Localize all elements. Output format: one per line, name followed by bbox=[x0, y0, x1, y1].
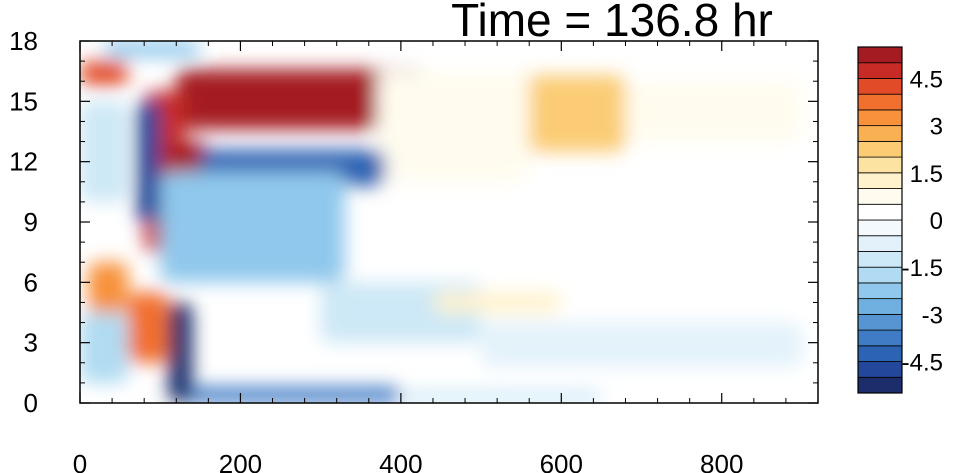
colorbar-swatch bbox=[857, 62, 903, 79]
contour-region-16 bbox=[128, 292, 169, 363]
contour-region-4 bbox=[625, 81, 802, 142]
colorbar-swatch bbox=[857, 361, 903, 378]
colorbar-label: 0 bbox=[930, 208, 943, 235]
colorbar-swatch bbox=[857, 266, 903, 284]
colorbar-swatch bbox=[857, 172, 903, 189]
x-axis: 0 200 400 600 800 bbox=[73, 41, 787, 473]
colorbar-label: -1.5 bbox=[902, 255, 943, 282]
colorbar-border bbox=[857, 46, 903, 394]
contour-region-10 bbox=[481, 322, 802, 367]
colorbar-label: -3 bbox=[922, 302, 943, 329]
colorbar-swatch bbox=[857, 125, 903, 142]
contour-region-0 bbox=[176, 69, 425, 130]
y-tick-label: 3 bbox=[24, 328, 38, 358]
colorbar: 4.5 3 1.5 0 -1.5 -3 -4.5 bbox=[857, 46, 943, 394]
colorbar-swatch bbox=[857, 235, 903, 252]
plot-area bbox=[80, 41, 818, 403]
contour-region-8 bbox=[160, 171, 345, 283]
contour-region-13 bbox=[400, 390, 602, 403]
contour-region-15 bbox=[88, 262, 129, 313]
x-tick-label: 0 bbox=[73, 449, 87, 473]
y-tick-label: 15 bbox=[9, 86, 38, 116]
colorbar-swatch bbox=[857, 78, 903, 95]
colorbar-swatch bbox=[857, 93, 903, 111]
colorbar-label: 3 bbox=[930, 114, 943, 141]
colorbar-swatch bbox=[857, 298, 903, 315]
contour-region-12 bbox=[184, 386, 401, 403]
x-tick-label: 800 bbox=[700, 449, 743, 473]
y-tick-label: 6 bbox=[24, 267, 38, 297]
y-axis: 0 3 6 9 12 15 18 bbox=[9, 26, 818, 418]
x-tick-label: 200 bbox=[219, 449, 262, 473]
colorbar-swatch bbox=[857, 109, 903, 127]
colorbar-swatch bbox=[857, 156, 903, 174]
colorbar-swatch bbox=[857, 140, 903, 158]
colorbar-swatch bbox=[857, 251, 903, 268]
colorbar-swatch bbox=[857, 329, 903, 347]
colorbar-swatch bbox=[857, 345, 903, 362]
y-tick-label: 9 bbox=[24, 207, 38, 237]
colorbar-swatch bbox=[857, 203, 903, 221]
contour-region-14 bbox=[80, 61, 129, 86]
colorbar-swatch bbox=[857, 313, 903, 331]
y-tick-label: 18 bbox=[9, 26, 38, 56]
colorbar-label: -4.5 bbox=[902, 350, 943, 377]
contour-field bbox=[80, 41, 802, 403]
y-tick-label: 12 bbox=[9, 147, 38, 177]
x-tick-label: 600 bbox=[540, 449, 583, 473]
contour-region-17 bbox=[80, 101, 129, 202]
y-tick-label: 0 bbox=[24, 388, 38, 418]
colorbar-swatch bbox=[857, 219, 903, 237]
contour-region-11 bbox=[432, 292, 562, 313]
chart-title: Time = 136.8 hr bbox=[451, 0, 773, 46]
colorbar-swatch bbox=[857, 46, 903, 64]
colorbar-swatch bbox=[857, 282, 903, 300]
colorbar-swatch bbox=[857, 376, 903, 394]
colorbar-label: 4.5 bbox=[910, 66, 943, 93]
colorbar-swatch bbox=[857, 188, 903, 205]
x-tick-label: 400 bbox=[379, 449, 422, 473]
contour-region-3 bbox=[376, 71, 530, 182]
contour-region-20 bbox=[80, 312, 129, 383]
contour-region-18 bbox=[136, 101, 161, 222]
colorbar-label: 1.5 bbox=[910, 161, 943, 188]
contour-region-21 bbox=[104, 41, 201, 58]
contour-region-19 bbox=[168, 302, 193, 403]
